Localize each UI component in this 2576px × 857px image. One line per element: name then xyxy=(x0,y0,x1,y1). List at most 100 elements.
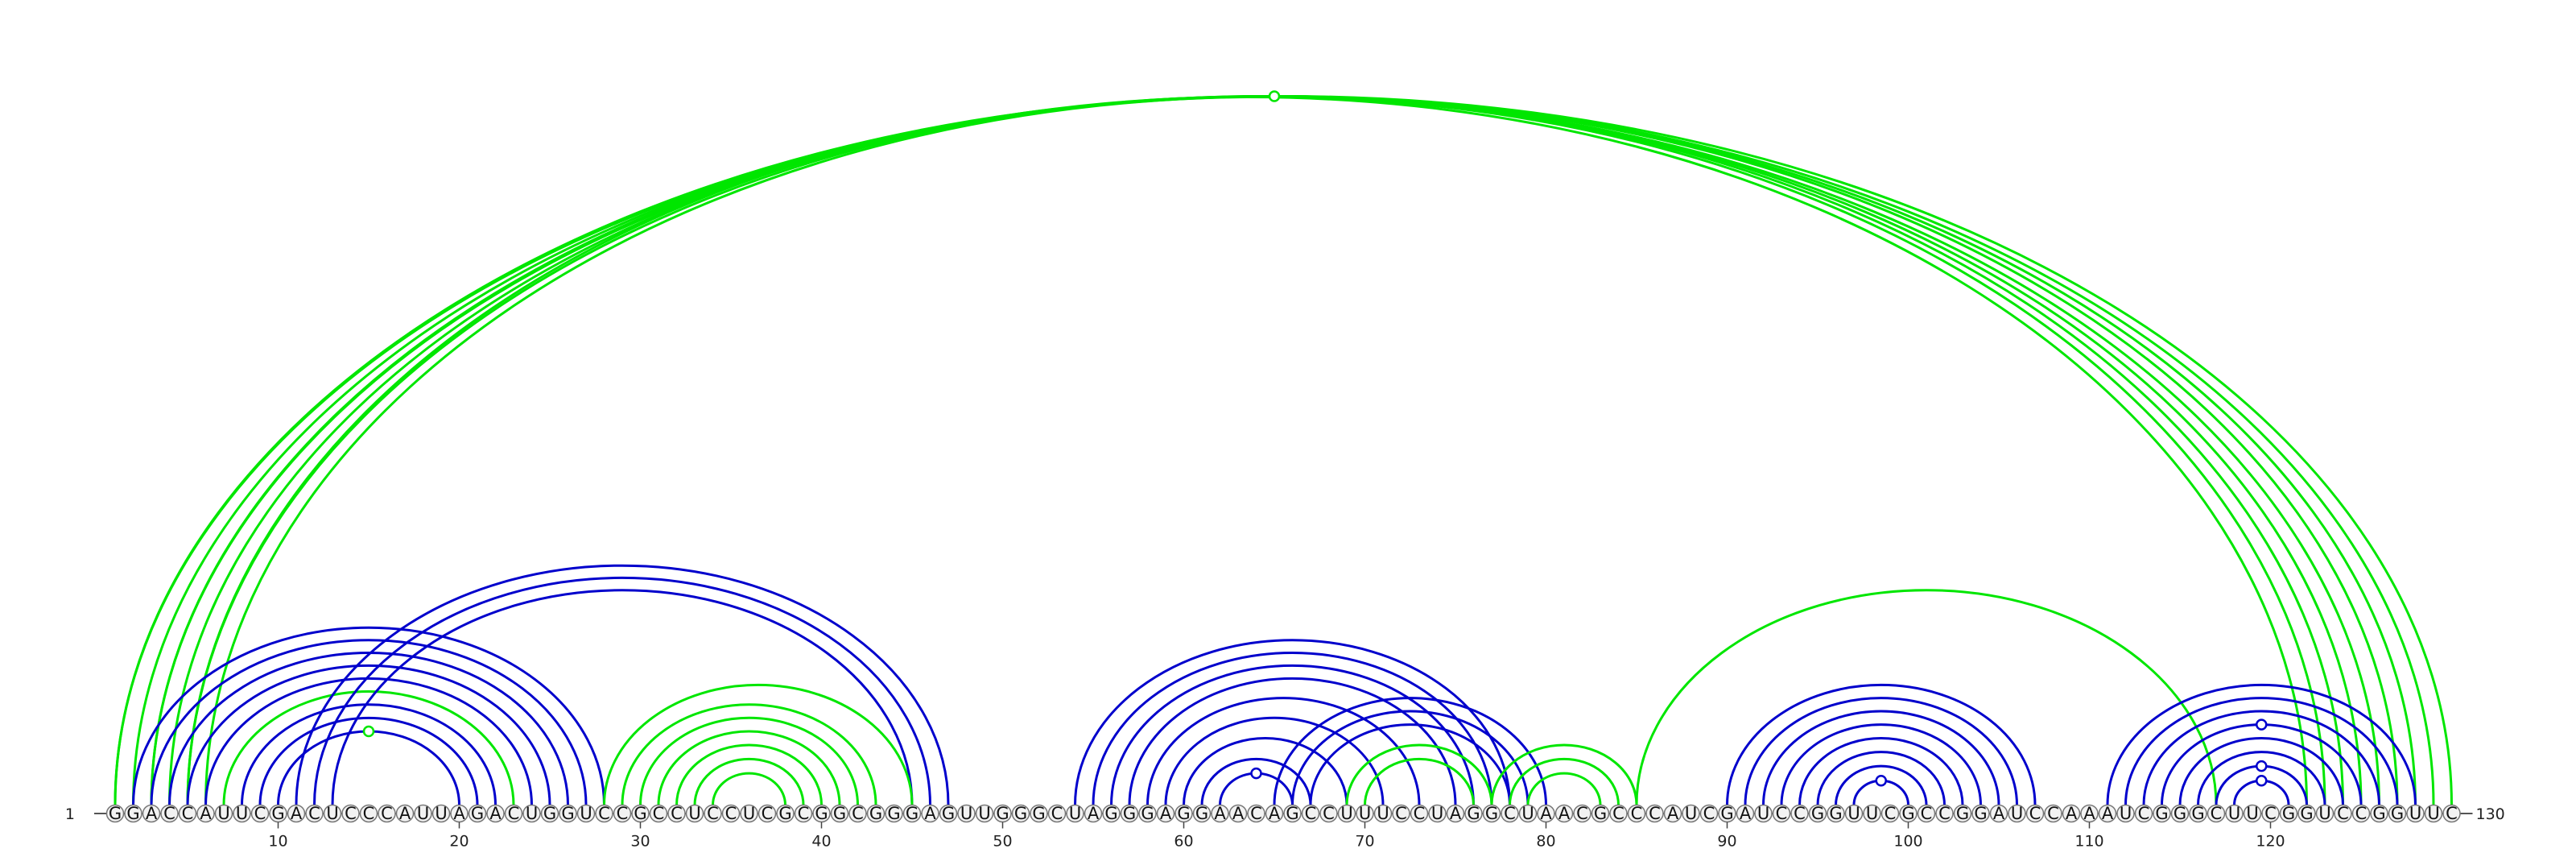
base-47: G xyxy=(939,804,958,823)
svg-text:G: G xyxy=(543,804,556,823)
base-28: C xyxy=(595,804,613,823)
base-58: G xyxy=(1138,804,1157,823)
base-38: G xyxy=(776,804,795,823)
start-label: 1 xyxy=(65,805,75,823)
svg-text:G: G xyxy=(2191,804,2204,823)
svg-text:G: G xyxy=(1974,804,1987,823)
base-114: G xyxy=(2153,804,2171,823)
base-26: G xyxy=(559,804,577,823)
base-13: U xyxy=(323,804,342,823)
svg-text:C: C xyxy=(1703,804,1715,823)
svg-text:G: G xyxy=(2391,804,2404,823)
base-128: U xyxy=(2406,804,2425,823)
base-56: G xyxy=(1102,804,1121,823)
base-60: G xyxy=(1174,804,1193,823)
svg-text:C: C xyxy=(617,804,629,823)
base-50: G xyxy=(993,804,1012,823)
svg-text:A: A xyxy=(1160,804,1172,823)
base-pair-arc-5-122 xyxy=(186,95,2308,805)
svg-text:C: C xyxy=(308,804,320,823)
tick-label-60: 60 xyxy=(1174,833,1193,851)
base-31: C xyxy=(649,804,668,823)
base-53: C xyxy=(1047,804,1067,823)
svg-text:G: G xyxy=(1720,804,1733,823)
svg-text:C: C xyxy=(1576,804,1588,823)
svg-text:G: G xyxy=(1014,804,1027,823)
svg-text:U: U xyxy=(1757,804,1769,823)
base-3: A xyxy=(142,804,161,823)
svg-text:A: A xyxy=(924,804,936,823)
base-105: A xyxy=(1989,804,2008,823)
base-68: C xyxy=(1319,804,1338,823)
svg-text:G: G xyxy=(1032,804,1045,823)
base-127: G xyxy=(2388,804,2407,823)
svg-text:A: A xyxy=(146,804,158,823)
tick-label-90: 90 xyxy=(1717,833,1736,851)
base-100: G xyxy=(1899,804,1918,823)
svg-text:C: C xyxy=(254,804,266,823)
tick-label-40: 40 xyxy=(811,833,831,851)
arc-apex-marker-117-122 xyxy=(2256,760,2268,772)
base-pair-arc-93-104 xyxy=(1780,723,1982,805)
svg-text:G: G xyxy=(815,804,828,823)
svg-text:G: G xyxy=(833,804,846,823)
base-pair-arc-116-123 xyxy=(2197,751,2326,805)
svg-text:A: A xyxy=(2066,804,2078,823)
arc-apex-marker-62-66 xyxy=(1250,767,1262,780)
svg-text:G: G xyxy=(1104,804,1117,823)
svg-text:U: U xyxy=(2409,804,2421,823)
base-12: C xyxy=(305,804,324,823)
base-129: U xyxy=(2424,804,2443,823)
base-32: C xyxy=(667,804,686,823)
base-11: A xyxy=(287,804,306,823)
base-55: A xyxy=(1084,804,1103,823)
base-41: G xyxy=(830,804,849,823)
base-1: G xyxy=(105,804,125,823)
svg-text:U: U xyxy=(435,804,447,823)
svg-text:C: C xyxy=(1938,804,1951,823)
svg-text:U: U xyxy=(743,804,755,823)
svg-text:G: G xyxy=(887,804,900,823)
svg-text:A: A xyxy=(1993,804,2005,823)
base-130: C xyxy=(2442,804,2461,823)
svg-text:C: C xyxy=(163,804,175,823)
svg-text:A: A xyxy=(1269,804,1281,823)
base-106: U xyxy=(2008,804,2026,823)
svg-text:G: G xyxy=(906,804,919,823)
svg-text:C: C xyxy=(852,804,864,823)
arc-apex-marker-1-129 xyxy=(1268,90,1281,102)
svg-text:C: C xyxy=(345,804,357,823)
base-115: G xyxy=(2170,804,2190,823)
base-pair-arc-11-47 xyxy=(295,564,950,805)
base-pair-arc-2-28 xyxy=(132,626,605,805)
svg-text:G: G xyxy=(1901,804,1914,823)
base-121: G xyxy=(2279,804,2298,823)
base-64: C xyxy=(1247,804,1265,823)
base-83: G xyxy=(1591,804,1610,823)
svg-text:C: C xyxy=(1649,804,1661,823)
svg-text:U: U xyxy=(217,804,229,823)
arc-layer xyxy=(114,95,2453,805)
svg-text:C: C xyxy=(1885,804,1897,823)
arc-apex-marker-118-121 xyxy=(2256,775,2268,787)
base-94: C xyxy=(1790,804,1809,823)
base-18: U xyxy=(414,804,432,823)
tick-label-100: 100 xyxy=(1893,833,1922,851)
svg-text:C: C xyxy=(1921,804,1933,823)
base-pair-arc-31-41 xyxy=(657,730,841,805)
base-72: C xyxy=(1392,804,1410,823)
base-15: C xyxy=(359,804,378,823)
svg-text:G: G xyxy=(2300,804,2313,823)
base-48: U xyxy=(957,804,976,823)
svg-text:G: G xyxy=(996,804,1009,823)
base-57: G xyxy=(1120,804,1139,823)
svg-text:C: C xyxy=(1776,804,1788,823)
base-95: G xyxy=(1808,804,1827,823)
base-pair-arc-4-26 xyxy=(168,652,569,805)
svg-text:A: A xyxy=(1667,804,1679,823)
tick-label-10: 10 xyxy=(268,833,287,851)
base-70: U xyxy=(1356,804,1374,823)
svg-text:G: G xyxy=(942,804,955,823)
tick-label-20: 20 xyxy=(449,833,469,851)
base-73: C xyxy=(1410,804,1429,823)
